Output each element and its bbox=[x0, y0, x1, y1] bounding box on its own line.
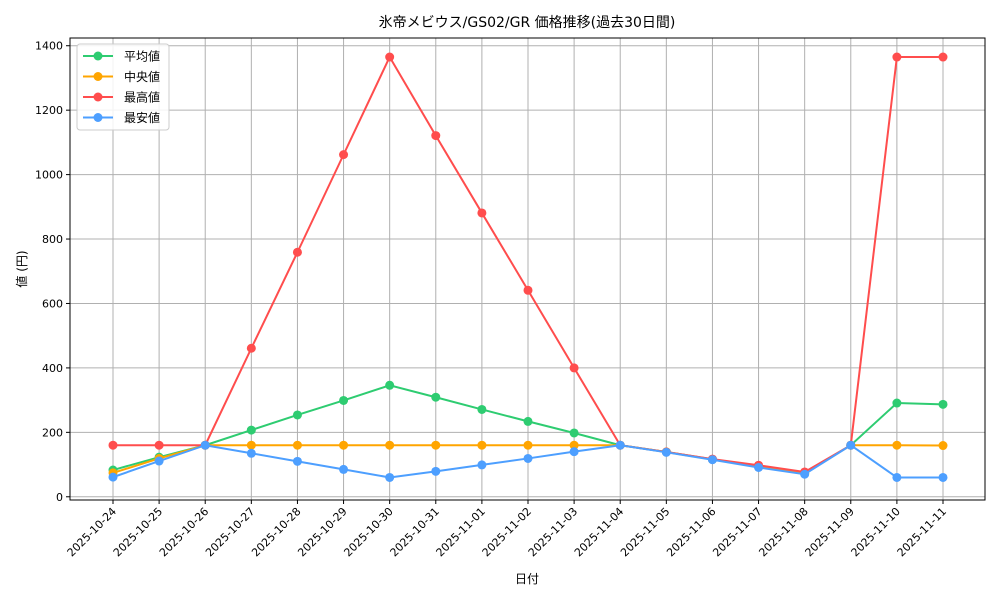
y-tick-label: 0 bbox=[56, 491, 63, 504]
data-point bbox=[661, 447, 671, 457]
data-point bbox=[339, 464, 349, 474]
data-point bbox=[431, 131, 441, 141]
data-point bbox=[385, 52, 395, 62]
data-point bbox=[477, 404, 487, 414]
data-point bbox=[523, 285, 533, 295]
data-point bbox=[477, 208, 487, 218]
data-point bbox=[385, 440, 395, 450]
data-point bbox=[707, 455, 717, 465]
data-point bbox=[523, 453, 533, 463]
data-point bbox=[523, 440, 533, 450]
data-point bbox=[292, 456, 302, 466]
data-point bbox=[292, 410, 302, 420]
data-point bbox=[938, 399, 948, 409]
data-point bbox=[800, 469, 810, 479]
data-point bbox=[523, 416, 533, 426]
legend-marker-icon bbox=[93, 51, 103, 61]
legend-label: 最安値 bbox=[124, 110, 160, 125]
data-point bbox=[615, 440, 625, 450]
data-point bbox=[292, 440, 302, 450]
y-tick-label: 400 bbox=[42, 362, 63, 375]
y-tick-label: 200 bbox=[42, 426, 63, 439]
data-point bbox=[569, 428, 579, 438]
data-point bbox=[938, 52, 948, 62]
legend-marker-icon bbox=[93, 113, 103, 122]
data-point bbox=[892, 398, 902, 408]
data-point bbox=[108, 472, 118, 482]
data-point bbox=[246, 425, 256, 435]
data-point bbox=[892, 472, 902, 482]
data-point bbox=[385, 472, 395, 482]
data-point bbox=[154, 440, 164, 450]
y-tick-label: 800 bbox=[42, 233, 63, 246]
data-point bbox=[569, 440, 579, 450]
data-point bbox=[431, 392, 441, 402]
data-point bbox=[754, 462, 764, 472]
legend-item: 最安値 bbox=[83, 110, 160, 125]
legend-item: 中央値 bbox=[83, 69, 160, 84]
x-tick-label: 2025-11-11 bbox=[895, 505, 949, 559]
x-axis: 2025-10-242025-10-252025-10-262025-10-27… bbox=[65, 500, 949, 559]
data-point bbox=[385, 380, 395, 390]
data-point bbox=[892, 52, 902, 62]
legend-label: 最高値 bbox=[124, 90, 160, 105]
data-point bbox=[200, 440, 210, 450]
legend-label: 平均値 bbox=[124, 49, 160, 64]
data-point bbox=[339, 395, 349, 405]
data-point bbox=[477, 460, 487, 470]
y-axis-label: 値 (円) bbox=[14, 250, 29, 287]
grid-lines bbox=[70, 38, 985, 500]
legend-marker-icon bbox=[93, 92, 103, 102]
y-axis: 0 200 400 600 800 1000 1200 1400 bbox=[35, 40, 70, 504]
data-point bbox=[108, 440, 118, 450]
legend-label: 中央値 bbox=[124, 69, 160, 84]
data-point bbox=[431, 440, 441, 450]
data-point bbox=[938, 441, 948, 451]
data-point bbox=[339, 440, 349, 450]
data-point bbox=[846, 440, 856, 450]
data-point bbox=[154, 456, 164, 466]
data-point bbox=[477, 440, 487, 450]
series-lines bbox=[108, 52, 948, 482]
data-point bbox=[569, 363, 579, 373]
chart-title: 氷帝メビウス/GS02/GR 価格推移(過去30日間) bbox=[379, 15, 676, 31]
data-point bbox=[892, 440, 902, 450]
legend-item: 最高値 bbox=[83, 90, 160, 105]
data-point bbox=[292, 247, 302, 257]
data-point bbox=[246, 343, 256, 353]
x-axis-label: 日付 bbox=[515, 572, 539, 586]
data-point bbox=[938, 472, 948, 482]
y-tick-label: 1400 bbox=[35, 40, 63, 53]
data-point bbox=[246, 448, 256, 458]
data-point bbox=[246, 440, 256, 450]
legend-item: 平均値 bbox=[83, 49, 160, 64]
y-tick-label: 600 bbox=[42, 297, 63, 310]
legend-marker-icon bbox=[93, 72, 103, 81]
y-tick-label: 1000 bbox=[35, 169, 63, 182]
data-point bbox=[569, 447, 579, 457]
series-3 bbox=[108, 440, 948, 482]
data-point bbox=[339, 150, 349, 160]
y-tick-label: 1200 bbox=[35, 104, 63, 117]
data-point bbox=[431, 466, 441, 476]
legend-box bbox=[76, 43, 170, 131]
